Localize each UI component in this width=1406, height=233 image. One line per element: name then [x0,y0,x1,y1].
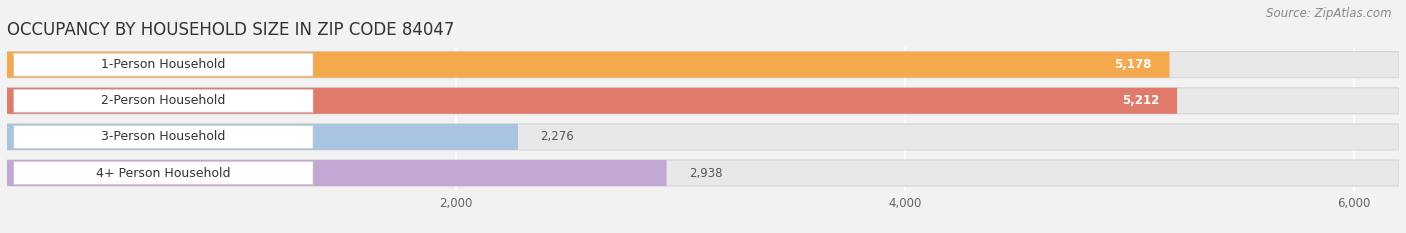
FancyBboxPatch shape [14,89,314,112]
FancyBboxPatch shape [7,160,1399,186]
Text: 1-Person Household: 1-Person Household [101,58,225,71]
Text: OCCUPANCY BY HOUSEHOLD SIZE IN ZIP CODE 84047: OCCUPANCY BY HOUSEHOLD SIZE IN ZIP CODE … [7,21,454,39]
Text: 5,178: 5,178 [1114,58,1152,71]
FancyBboxPatch shape [7,124,1399,150]
Text: 3-Person Household: 3-Person Household [101,130,225,143]
Text: 5,212: 5,212 [1122,94,1159,107]
FancyBboxPatch shape [14,125,314,148]
FancyBboxPatch shape [7,52,1170,78]
FancyBboxPatch shape [14,161,314,185]
FancyBboxPatch shape [7,88,1177,114]
FancyBboxPatch shape [7,88,1399,114]
FancyBboxPatch shape [14,53,314,76]
FancyBboxPatch shape [7,52,1399,78]
Text: 2-Person Household: 2-Person Household [101,94,225,107]
Text: Source: ZipAtlas.com: Source: ZipAtlas.com [1267,7,1392,20]
FancyBboxPatch shape [7,160,666,186]
Text: 4+ Person Household: 4+ Person Household [96,167,231,179]
Text: 2,938: 2,938 [689,167,723,179]
FancyBboxPatch shape [7,124,517,150]
Text: 2,276: 2,276 [540,130,574,143]
